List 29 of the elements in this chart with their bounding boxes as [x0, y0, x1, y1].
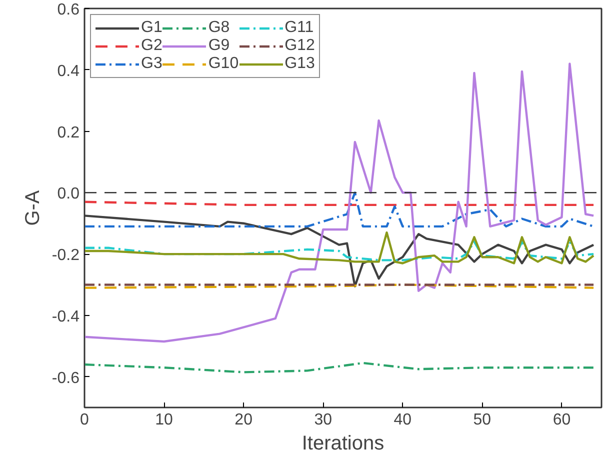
legend-label: G8	[208, 19, 230, 37]
legend-label: G3	[141, 55, 162, 73]
y-tick-label: -0.6	[52, 370, 80, 387]
legend-label: G1	[141, 19, 162, 37]
line-series	[84, 192, 595, 228]
legend-label: G10	[208, 55, 239, 73]
y-tick-label: 0.0	[57, 186, 80, 203]
line-series	[84, 214, 595, 288]
x-tick-label: 0	[80, 412, 90, 428]
y-axis-title: G-A	[22, 190, 44, 226]
legend-label: G9	[208, 37, 230, 55]
legend-label: G12	[284, 37, 315, 55]
y-tick-label: -0.4	[52, 308, 80, 326]
x-tick-label: 40	[394, 412, 412, 428]
y-tick-label: 0.4	[57, 62, 80, 80]
x-tick-label: 20	[234, 412, 253, 428]
x-axis-title: Iterations	[302, 432, 384, 454]
line-series	[84, 362, 595, 374]
line-series	[84, 231, 595, 264]
legend-label: G2	[141, 37, 162, 55]
x-tick-label: 30	[314, 412, 332, 428]
y-tick-label: 0.6	[57, 2, 80, 18]
x-tick-label: 50	[473, 412, 492, 428]
x-tick-label: 60	[552, 412, 571, 428]
x-tick-label: 10	[155, 412, 174, 428]
legend-label: G13	[284, 55, 315, 73]
legend-label: G11	[284, 19, 314, 37]
y-tick-label: -0.2	[52, 247, 80, 264]
y-tick-label: 0.2	[57, 124, 80, 142]
